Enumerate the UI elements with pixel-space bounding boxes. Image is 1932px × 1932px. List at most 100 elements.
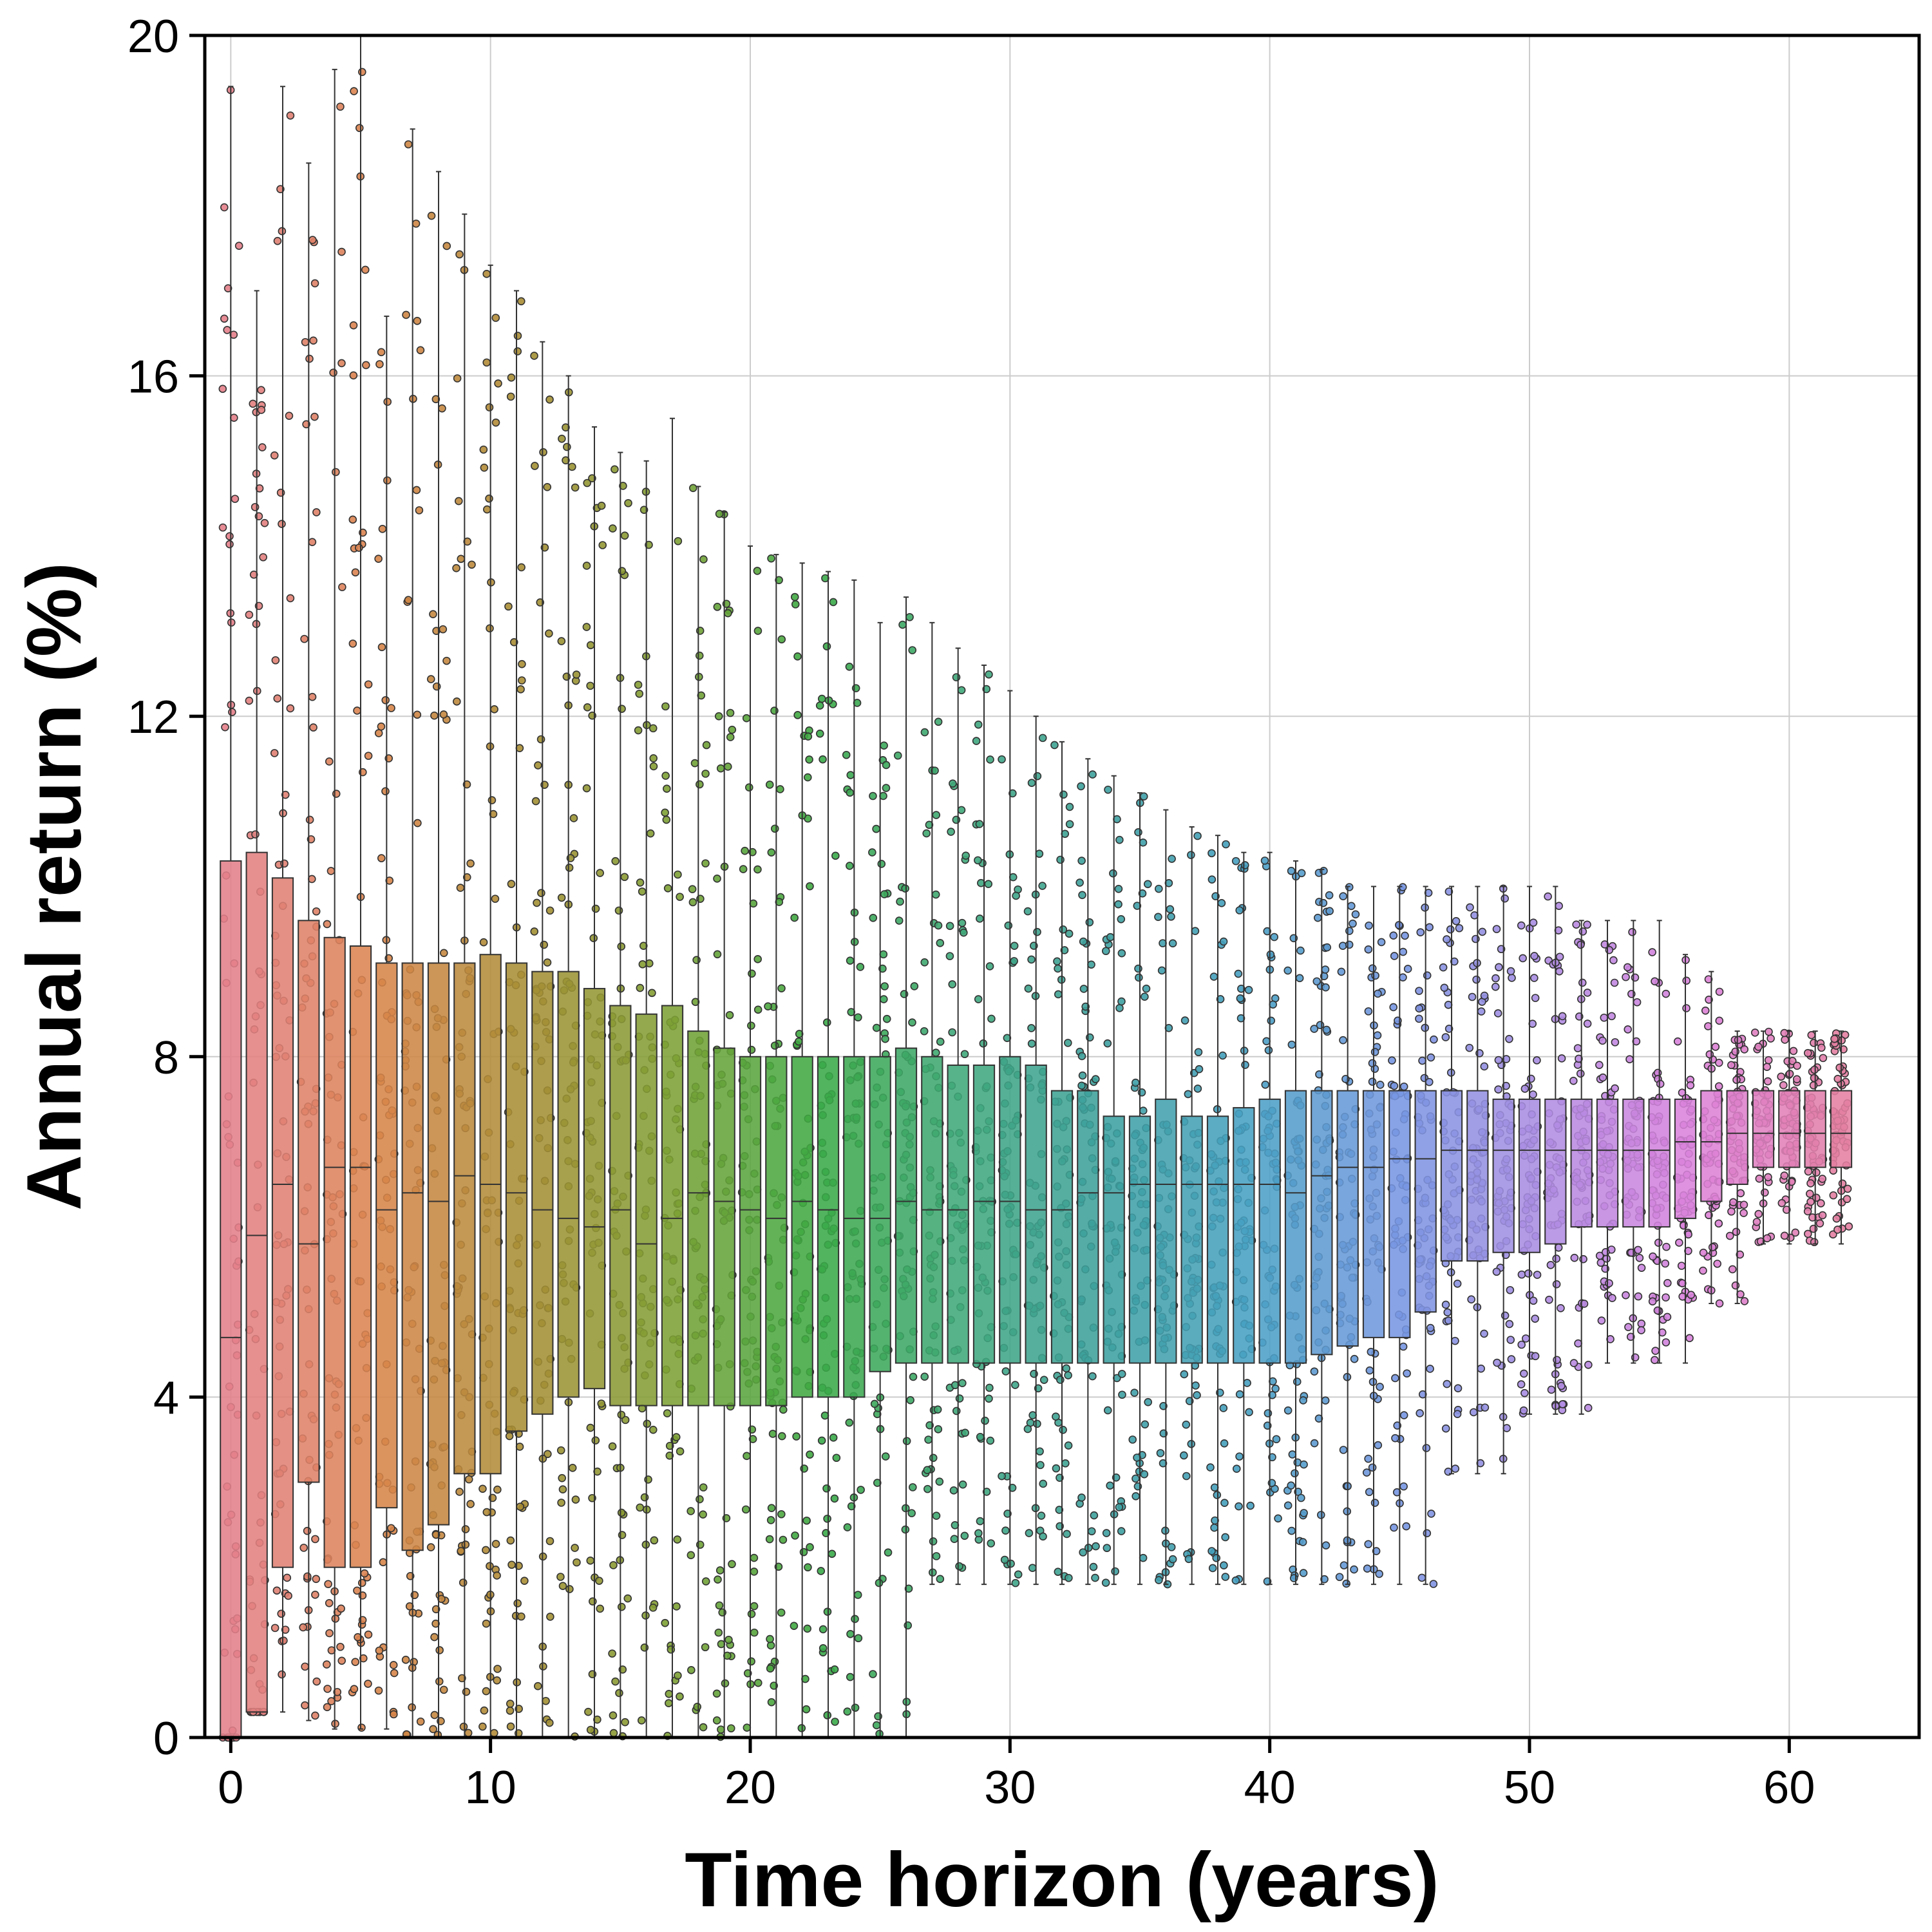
jitter-point: [690, 759, 699, 768]
jitter-point: [1444, 1001, 1453, 1009]
jitter-point: [1708, 1243, 1717, 1252]
box-6: [375, 962, 398, 1509]
jitter-point: [1441, 1033, 1450, 1041]
jitter-point: [1024, 984, 1033, 993]
jitter-point: [1529, 918, 1538, 927]
jitter-point: [1033, 1419, 1041, 1428]
box-24: [843, 1056, 866, 1398]
jitter-point: [1038, 882, 1046, 890]
jitter-point: [1299, 1396, 1307, 1405]
jitter-point: [904, 1621, 913, 1630]
jitter-point: [846, 862, 854, 870]
jitter-point: [1023, 1425, 1032, 1434]
jitter-point: [464, 1475, 473, 1484]
jitter-point: [661, 772, 670, 780]
jitter-point: [665, 1452, 674, 1460]
jitter-point: [461, 1540, 470, 1549]
jitter-point: [489, 810, 498, 819]
jitter-point: [1133, 902, 1142, 910]
jitter-point: [621, 1416, 630, 1425]
jitter-point: [898, 620, 907, 629]
jitter-point: [819, 755, 827, 764]
jitter-point: [270, 749, 279, 757]
jitter-point: [649, 1425, 658, 1434]
jitter-point: [426, 1543, 435, 1551]
jitter-point: [975, 820, 984, 828]
jitter-point: [934, 921, 943, 930]
jitter-point: [1754, 1043, 1763, 1051]
jitter-point: [329, 368, 337, 377]
jitter-point: [1833, 1226, 1842, 1234]
jitter-point: [1368, 1077, 1377, 1086]
jitter-point: [1193, 831, 1202, 840]
jitter-point: [1054, 990, 1063, 999]
jitter-point: [1272, 1435, 1281, 1444]
jitter-point: [701, 859, 710, 867]
box-30: [999, 1056, 1021, 1364]
jitter-point: [1780, 1231, 1789, 1240]
jitter-point: [1766, 1034, 1775, 1043]
jitter-point: [1117, 997, 1126, 1006]
jitter-point: [987, 1539, 996, 1548]
y-tick-label: 8: [153, 1032, 179, 1084]
jitter-point: [1323, 943, 1332, 952]
jitter-point: [1466, 903, 1474, 912]
jitter-point: [1061, 1459, 1070, 1468]
jitter-point: [648, 989, 656, 998]
jitter-point: [1546, 1261, 1555, 1269]
jitter-point: [1064, 1441, 1073, 1450]
jitter-point: [506, 1700, 515, 1708]
jitter-point: [726, 733, 735, 741]
jitter-point: [1611, 1084, 1619, 1093]
jitter-point: [936, 1575, 945, 1584]
jitter-point: [1235, 906, 1244, 914]
jitter-point: [455, 250, 464, 259]
jitter-point: [220, 203, 229, 212]
jitter-point: [767, 848, 776, 857]
jitter-point: [353, 1586, 361, 1595]
box-26: [895, 1047, 918, 1364]
jitter-point: [333, 1688, 342, 1696]
jitter-point: [723, 762, 732, 771]
jitter-point: [301, 1701, 309, 1710]
jitter-point: [805, 755, 813, 764]
jitter-point: [359, 1654, 368, 1663]
jitter-point: [1283, 1406, 1293, 1415]
jitter-point: [1339, 892, 1347, 900]
jitter-point: [932, 1552, 941, 1560]
jitter-point: [857, 1486, 865, 1494]
jitter-point: [790, 1622, 799, 1631]
jitter-point: [1815, 1219, 1824, 1227]
jitter-point: [1829, 1230, 1837, 1239]
jitter-point: [1424, 889, 1433, 897]
jitter-point: [1506, 1336, 1515, 1344]
jitter-point: [1388, 1056, 1396, 1065]
jitter-point: [1321, 965, 1330, 974]
jitter-point: [1656, 1079, 1665, 1088]
box-50: [1518, 1098, 1541, 1253]
jitter-point: [1635, 1253, 1644, 1262]
jitter-point: [1812, 1168, 1821, 1177]
jitter-point: [870, 1399, 879, 1408]
jitter-point: [1810, 1039, 1818, 1047]
jitter-point: [1491, 982, 1500, 991]
jitter-point: [401, 1656, 410, 1664]
jitter-point: [646, 829, 655, 838]
jitter-point: [1740, 1045, 1748, 1054]
jitter-point: [230, 413, 238, 422]
jitter-point: [1422, 1444, 1431, 1452]
jitter-point: [1416, 1409, 1424, 1417]
jitter-point: [721, 1679, 730, 1688]
jitter-point: [430, 1710, 439, 1719]
jitter-point: [1338, 942, 1347, 950]
jitter-point: [693, 1702, 702, 1711]
jitter-point: [920, 1372, 929, 1381]
jitter-point: [1704, 975, 1713, 983]
jitter-point: [1370, 1048, 1379, 1056]
jitter-point: [1364, 1540, 1373, 1549]
jitter-point: [1418, 1390, 1427, 1399]
jitter-point: [790, 913, 799, 922]
jitter-point: [595, 1577, 603, 1585]
jitter-point: [1364, 1454, 1372, 1463]
